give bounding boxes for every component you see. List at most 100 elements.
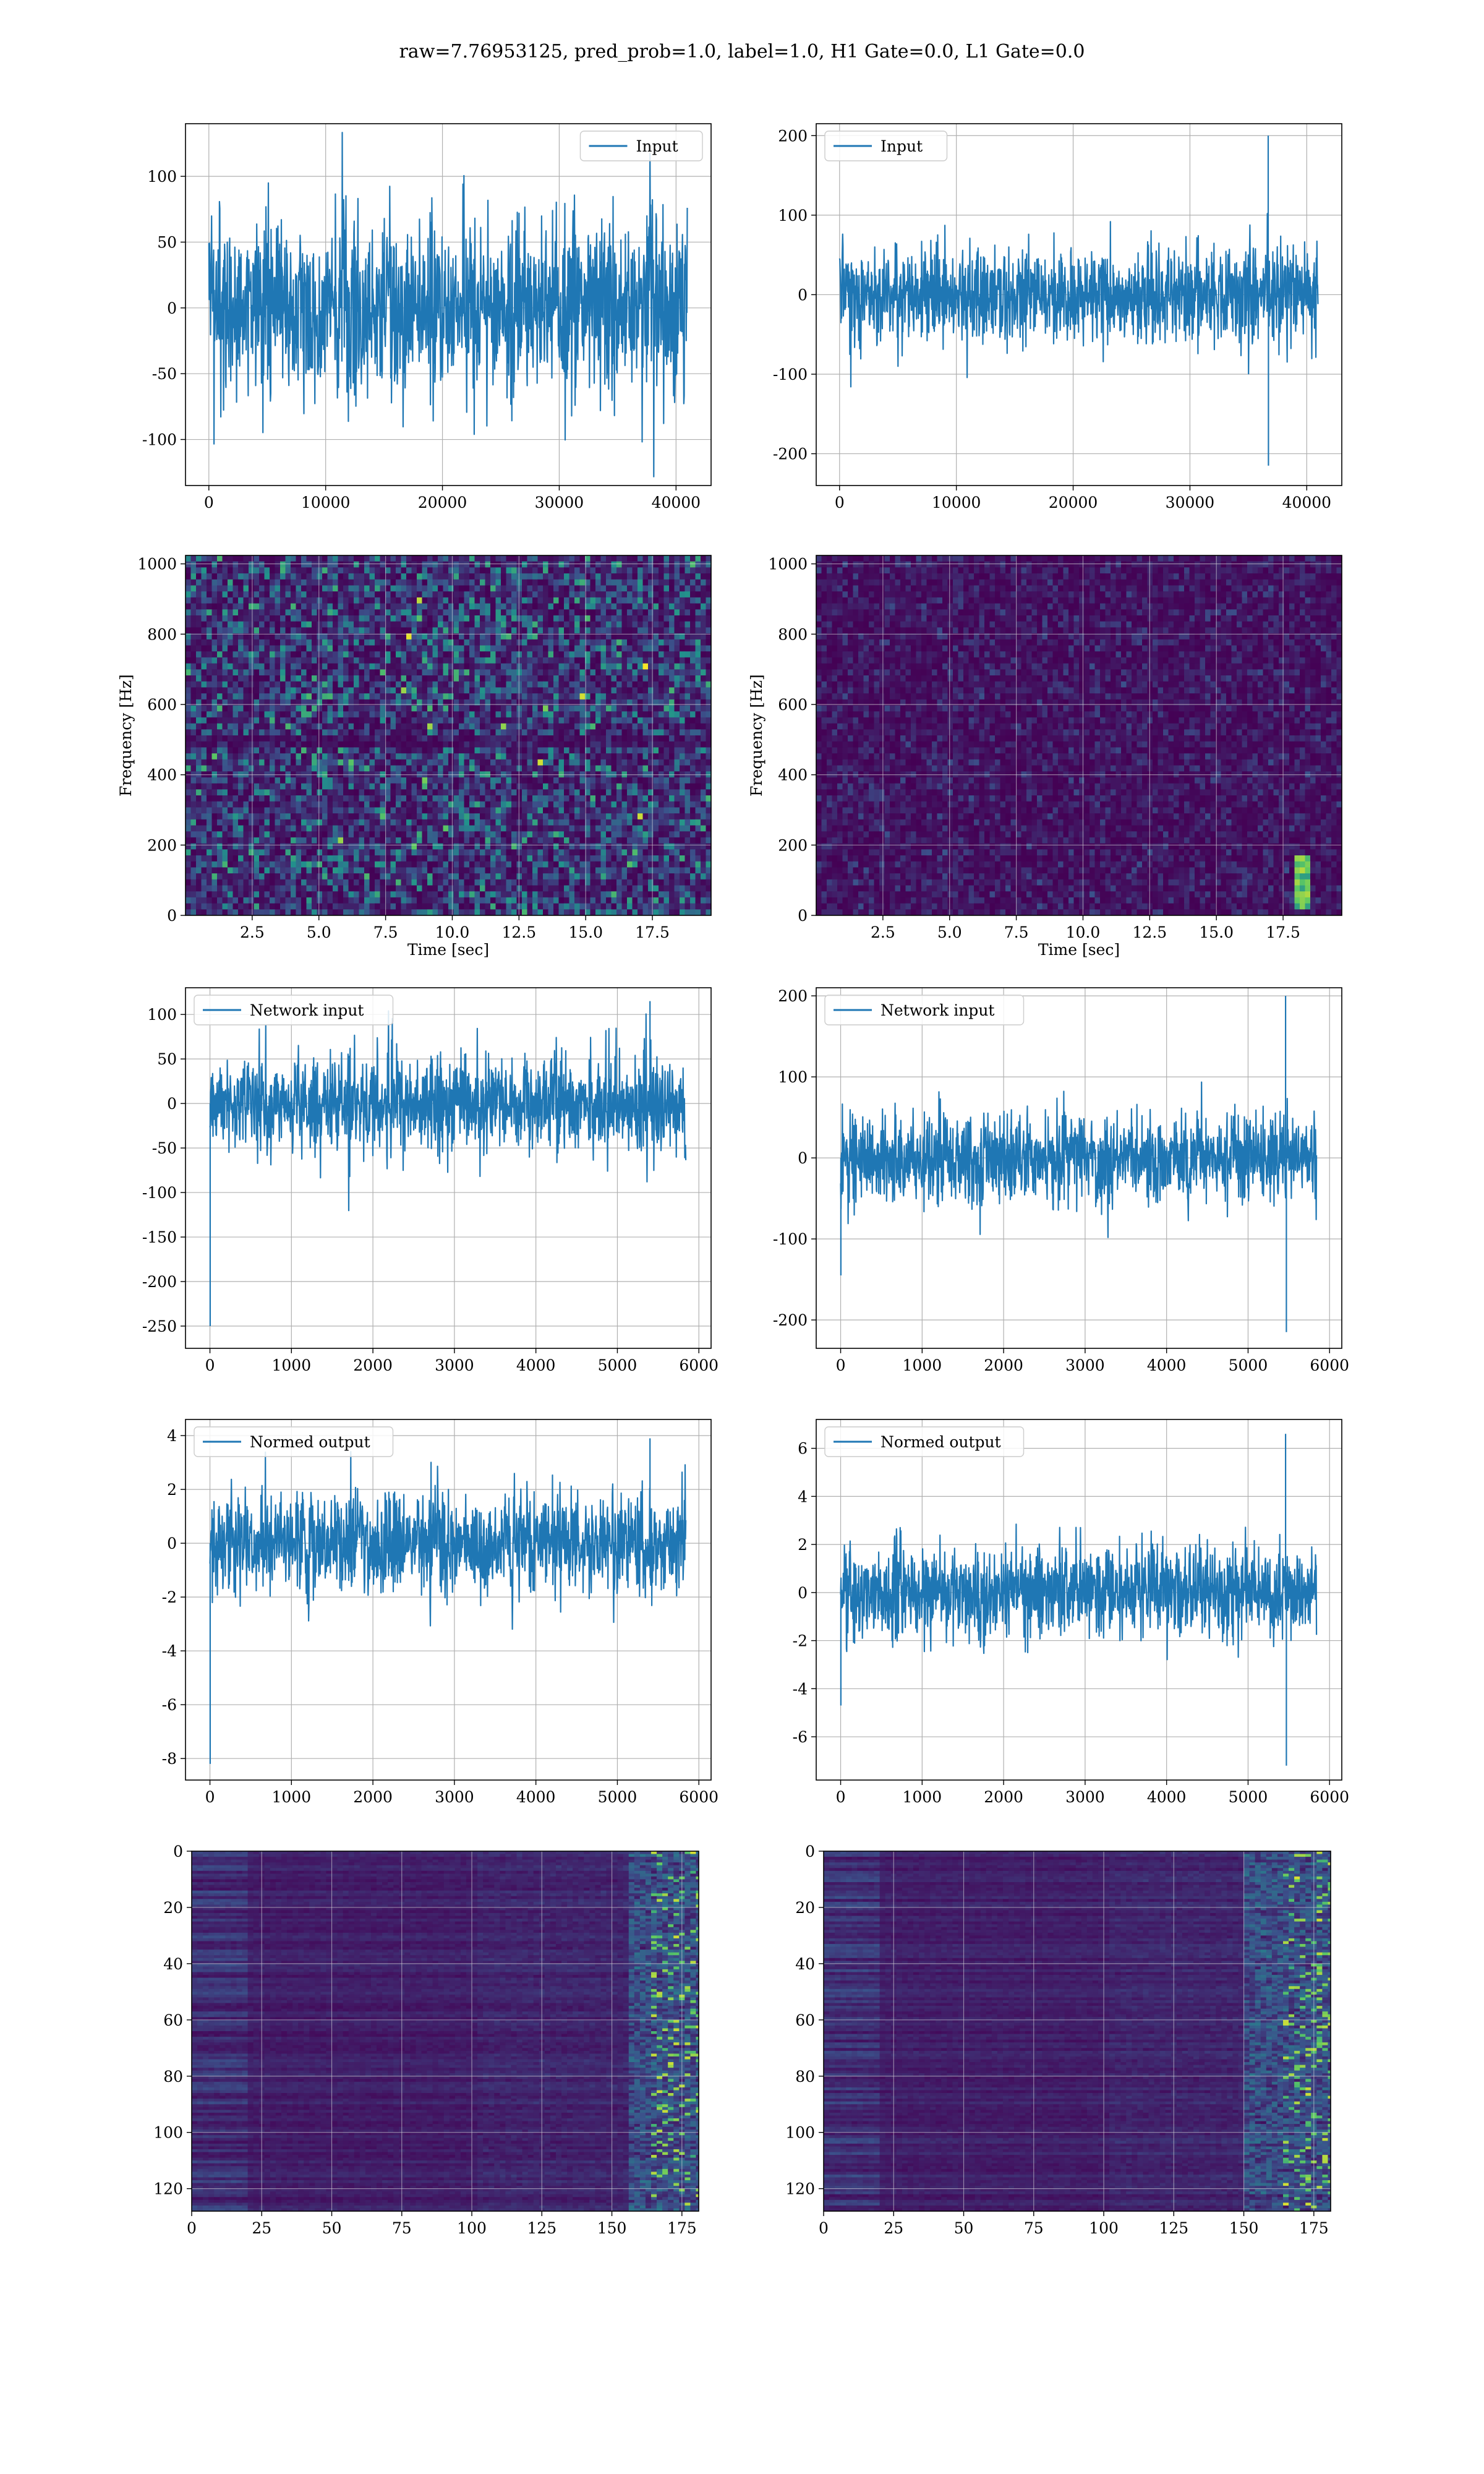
- x-tick-label: 10000: [932, 494, 981, 511]
- y-tick-label: -4: [793, 1680, 808, 1698]
- legend: Network input: [824, 995, 1025, 1025]
- y-tick-label: 1000: [768, 555, 808, 573]
- y-tick-label: -100: [773, 366, 808, 383]
- heatmap-cells: [816, 555, 1342, 915]
- x-tick-label: 15.0: [1199, 923, 1234, 941]
- y-tick-label: 200: [778, 127, 808, 145]
- y-tick-label: 400: [147, 766, 177, 784]
- y-tick-label: 120: [785, 2180, 815, 2198]
- x-tick-label: 50: [322, 2219, 342, 2237]
- x-tick-label: 12.5: [502, 923, 537, 941]
- series-line: [840, 996, 1318, 1332]
- y-tick-label: -50: [152, 365, 177, 383]
- y-tick-label: 2: [798, 1536, 808, 1554]
- x-tick-label: 20000: [1049, 494, 1098, 511]
- y-tick-label: 200: [778, 836, 808, 854]
- x-tick-label: 175: [1299, 2219, 1329, 2237]
- x-tick-label: 75: [392, 2219, 412, 2237]
- x-tick-label: 7.5: [1004, 923, 1029, 941]
- grid-lines: [186, 988, 711, 1348]
- y-tick-label: 200: [147, 836, 177, 854]
- x-tick-label: 0: [836, 1356, 846, 1374]
- heatmap-cells: [192, 1851, 699, 2211]
- x-tick-label: 20000: [418, 494, 467, 511]
- y-tick-label: 100: [153, 2124, 183, 2142]
- plot-area: [816, 988, 1342, 1348]
- x-tick-label: 2.5: [240, 923, 265, 941]
- y-tick-label: -4: [162, 1642, 177, 1660]
- x-tick-label: 2000: [353, 1356, 393, 1374]
- x-tick-label: 3000: [1065, 1356, 1105, 1374]
- x-tick-label: 5000: [1229, 1356, 1268, 1374]
- x-tick-label: 30000: [1166, 494, 1215, 511]
- x-tick-label: 15.0: [568, 923, 603, 941]
- x-tick-label: 5000: [598, 1788, 638, 1806]
- y-tick-label: 600: [778, 696, 808, 714]
- x-tick-label: 75: [1024, 2219, 1044, 2237]
- y-tick-label: -200: [773, 1311, 808, 1329]
- y-tick-label: 0: [173, 1843, 183, 1860]
- x-tick-label: 5000: [1229, 1788, 1268, 1806]
- y-tick-label: -250: [142, 1317, 177, 1335]
- y-tick-label: 100: [785, 2124, 815, 2142]
- h1-spectrogram-panel: 2.5 5.0 7.5 10.0 12.5 15.0 17.5 0 200 400 600 800 10…: [117, 555, 712, 959]
- plot-area: [816, 555, 1342, 915]
- x-tick-label: 0: [204, 494, 214, 511]
- legend: Normed output: [194, 1426, 394, 1457]
- y-tick-label: 0: [798, 286, 808, 304]
- legend-label: Input: [636, 137, 678, 155]
- y-tick-label: 0: [167, 1534, 177, 1552]
- x-tick-label: 40000: [1282, 494, 1332, 511]
- y-tick-label: 100: [147, 168, 177, 186]
- x-tick-label: 2000: [353, 1788, 393, 1806]
- x-tick-label: 6000: [679, 1788, 719, 1806]
- x-tick-label: 4000: [1147, 1788, 1187, 1806]
- y-tick-label: -100: [773, 1230, 808, 1248]
- axes-frame: [816, 1419, 1342, 1781]
- grid-lines: [192, 1851, 699, 2211]
- y-tick-label: 800: [778, 625, 808, 643]
- axes-frame: [185, 123, 712, 486]
- x-tick-label: 10000: [301, 494, 351, 511]
- plot-area: [192, 1851, 699, 2211]
- y-tick-label: 4: [167, 1427, 177, 1445]
- y-tick-label: 40: [163, 1955, 183, 1973]
- y-tick-label: -2: [793, 1632, 808, 1650]
- y-tick-label: 20: [163, 1899, 183, 1917]
- axes-frame: [185, 987, 712, 1349]
- x-tick-label: 0: [836, 1788, 846, 1806]
- x-tick-label: 1000: [272, 1356, 312, 1374]
- h1-feature-map-panel: 0 25 50 75 100 125 150 175 0 20 40 60 80 100 120: [153, 1843, 699, 2237]
- y-tick-label: -200: [142, 1273, 177, 1291]
- x-tick-label: 3000: [435, 1788, 474, 1806]
- x-tick-label: 0: [187, 2219, 197, 2237]
- l1-input-panel: 0 10000 20000 30000 40000 -200 -100 0 100 200 Inpu…: [773, 123, 1342, 511]
- y-tick-label: 4: [798, 1487, 808, 1505]
- x-tick-label: 0: [835, 494, 845, 511]
- series-line: [838, 135, 1319, 466]
- x-tick-label: 17.5: [635, 923, 670, 941]
- l1-network-input-panel: 0 1000 2000 3000 4000 5000 6000 -200 -100 0 100 200…: [773, 987, 1349, 1374]
- y-tick-label: 60: [163, 2011, 183, 2029]
- grid-lines: [824, 1851, 1331, 2211]
- x-tick-label: 175: [667, 2219, 697, 2237]
- x-tick-label: 2000: [984, 1788, 1023, 1806]
- y-tick-label: 120: [153, 2180, 183, 2198]
- x-tick-label: 125: [1159, 2219, 1188, 2237]
- legend: Normed output: [824, 1426, 1025, 1457]
- x-tick-label: 7.5: [373, 923, 398, 941]
- series-line: [208, 132, 688, 477]
- l1-spectrogram-panel: 2.5 5.0 7.5 10.0 12.5 15.0 17.5 0 200 400 600 800 10…: [748, 555, 1342, 959]
- heatmap-cells: [186, 555, 711, 915]
- axes-frame: [191, 1851, 699, 2212]
- series-line: [209, 1001, 687, 1326]
- y-tick-label: 50: [157, 1050, 177, 1068]
- axes-frame: [816, 123, 1342, 486]
- x-axis-label: Time [sec]: [1038, 941, 1120, 959]
- axes-frame: [185, 1419, 712, 1781]
- x-tick-label: 1000: [272, 1788, 312, 1806]
- x-tick-label: 4000: [516, 1788, 556, 1806]
- l1-feature-map-panel: 0 25 50 75 100 125 150 175 0 20 40 60 80 100 120: [785, 1843, 1331, 2237]
- plot-area: [816, 1419, 1342, 1780]
- axes-frame: [816, 555, 1342, 916]
